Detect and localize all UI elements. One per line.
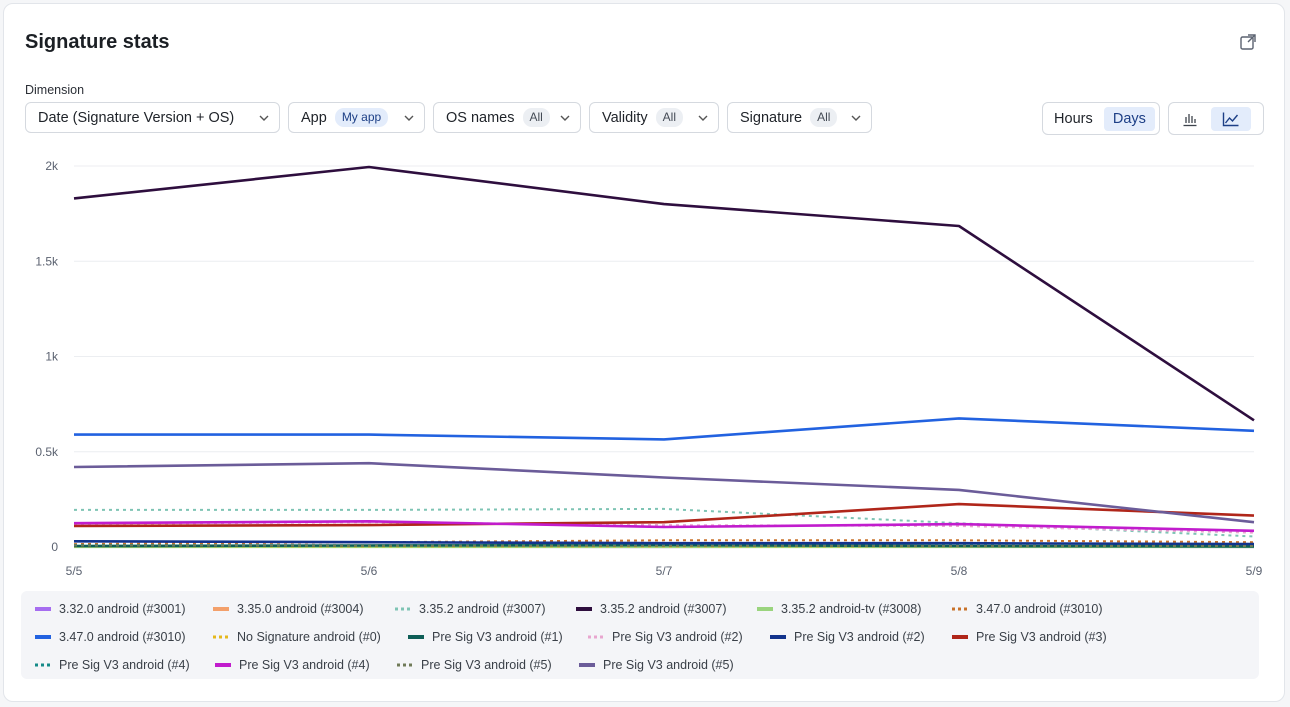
series-line[interactable] bbox=[73, 502, 1255, 528]
legend-swatch bbox=[35, 663, 51, 667]
legend-item[interactable]: 3.32.0 android (#3001) bbox=[35, 601, 185, 617]
legend-item[interactable]: Pre Sig V3 android (#4) bbox=[35, 657, 190, 673]
legend-item[interactable]: 3.47.0 android (#3010) bbox=[952, 601, 1102, 617]
legend-swatch bbox=[579, 663, 595, 667]
legend-label: Pre Sig V3 android (#2) bbox=[794, 630, 925, 644]
signature-stats-card: Signature stats Dimension Date (Signatur… bbox=[3, 3, 1285, 702]
legend-swatch bbox=[588, 635, 604, 639]
legend-swatch bbox=[213, 635, 229, 639]
legend-label: 3.35.2 android (#3007) bbox=[600, 602, 727, 616]
legend-swatch bbox=[35, 607, 51, 611]
legend-swatch bbox=[395, 607, 411, 611]
line-chart: 0 0.5k 1k 1.5k 2k 5/5 5/6 5/7 5/8 5/9 bbox=[35, 159, 1263, 578]
chevron-down-icon bbox=[560, 115, 570, 121]
chevron-down-icon bbox=[259, 115, 269, 121]
hours-button[interactable]: Hours bbox=[1054, 110, 1093, 127]
legend-label: Pre Sig V3 android (#3) bbox=[976, 630, 1107, 644]
chart-legend: 3.32.0 android (#3001) 3.35.0 android (#3… bbox=[21, 591, 1259, 679]
legend-item[interactable]: 3.35.2 android (#3007) bbox=[576, 601, 726, 617]
legend-label: 3.47.0 android (#3010) bbox=[976, 602, 1103, 616]
legend-item[interactable]: 3.35.0 android (#3004) bbox=[213, 601, 363, 617]
dimension-label: Dimension bbox=[25, 83, 85, 97]
legend-item[interactable]: 3.35.2 android (#3007) bbox=[395, 601, 545, 617]
legend-label: 3.35.2 android (#3007) bbox=[419, 602, 546, 616]
granularity-toggle: Hours Days bbox=[1042, 102, 1160, 135]
x-tick-label: 5/9 bbox=[1246, 564, 1263, 578]
page-title: Signature stats bbox=[25, 31, 170, 53]
signature-value-pill: All bbox=[810, 108, 838, 127]
legend-label: Pre Sig V3 android (#2) bbox=[612, 630, 743, 644]
line-chart-icon[interactable] bbox=[1211, 106, 1251, 131]
legend-item[interactable]: Pre Sig V3 android (#5) bbox=[579, 657, 734, 673]
legend-label: No Signature android (#0) bbox=[237, 630, 381, 644]
legend-label: Pre Sig V3 android (#5) bbox=[421, 658, 552, 672]
legend-swatch bbox=[213, 607, 229, 611]
x-tick-label: 5/7 bbox=[656, 564, 673, 578]
legend-label: Pre Sig V3 android (#4) bbox=[59, 658, 190, 672]
dimension-select[interactable]: Date (Signature Version + OS) bbox=[25, 102, 280, 133]
legend-swatch bbox=[952, 607, 968, 611]
y-tick-label: 2k bbox=[45, 159, 59, 173]
app-select[interactable]: App My app bbox=[288, 102, 425, 133]
y-tick-label: 1k bbox=[45, 350, 59, 364]
legend-label: 3.35.0 android (#3004) bbox=[237, 602, 364, 616]
legend-item[interactable]: 3.47.0 android (#3010) bbox=[35, 629, 185, 645]
chevron-down-icon bbox=[404, 115, 414, 121]
x-tick-label: 5/6 bbox=[361, 564, 378, 578]
app-value-pill: My app bbox=[334, 108, 389, 127]
legend-item[interactable]: Pre Sig V3 android (#2) bbox=[588, 629, 743, 645]
legend-label: 3.32.0 android (#3001) bbox=[59, 602, 186, 616]
external-link-icon[interactable] bbox=[1238, 32, 1258, 52]
legend-swatch bbox=[35, 635, 51, 639]
series-line[interactable] bbox=[73, 539, 1255, 546]
legend-label: 3.35.2 android-tv (#3008) bbox=[781, 602, 922, 616]
y-tick-label: 1.5k bbox=[35, 254, 59, 268]
legend-label: Pre Sig V3 android (#1) bbox=[432, 630, 563, 644]
legend-swatch bbox=[408, 635, 424, 639]
legend-swatch bbox=[215, 663, 231, 667]
series-line[interactable] bbox=[73, 165, 1255, 422]
series-line[interactable] bbox=[74, 544, 1255, 547]
legend-swatch bbox=[770, 635, 786, 639]
legend-label: Pre Sig V3 android (#4) bbox=[239, 658, 370, 672]
x-tick-label: 5/8 bbox=[951, 564, 968, 578]
validity-label: Validity bbox=[602, 109, 648, 126]
signature-select[interactable]: Signature All bbox=[727, 102, 872, 133]
legend-swatch bbox=[397, 663, 413, 667]
os-names-select[interactable]: OS names All bbox=[433, 102, 581, 133]
bar-chart-icon[interactable] bbox=[1173, 107, 1207, 131]
os-names-label: OS names bbox=[446, 109, 515, 126]
chart-type-toggle bbox=[1168, 102, 1264, 135]
legend-item[interactable]: Pre Sig V3 android (#3) bbox=[952, 629, 1107, 645]
legend-swatch bbox=[952, 635, 968, 639]
legend-swatch bbox=[576, 607, 592, 611]
legend-label: Pre Sig V3 android (#5) bbox=[603, 658, 734, 672]
x-tick-label: 5/5 bbox=[66, 564, 83, 578]
legend-item[interactable]: Pre Sig V3 android (#1) bbox=[408, 629, 563, 645]
y-tick-label: 0 bbox=[51, 540, 58, 554]
validity-value-pill: All bbox=[655, 108, 684, 127]
legend-item[interactable]: 3.35.2 android-tv (#3008) bbox=[757, 601, 921, 617]
days-button[interactable]: Days bbox=[1103, 106, 1155, 131]
series-line[interactable] bbox=[74, 507, 1255, 538]
chevron-down-icon bbox=[851, 115, 861, 121]
series-line[interactable] bbox=[73, 461, 1255, 524]
legend-label: 3.47.0 android (#3010) bbox=[59, 630, 186, 644]
os-names-value-pill: All bbox=[522, 108, 550, 127]
legend-item[interactable]: No Signature android (#0) bbox=[213, 629, 381, 645]
series-line[interactable] bbox=[74, 417, 1255, 441]
dimension-value: Date (Signature Version + OS) bbox=[38, 109, 235, 126]
chevron-down-icon bbox=[698, 115, 708, 121]
legend-swatch bbox=[757, 607, 773, 611]
legend-item[interactable]: Pre Sig V3 android (#2) bbox=[770, 629, 925, 645]
y-tick-label: 0.5k bbox=[35, 445, 59, 459]
app-label: App bbox=[301, 109, 327, 126]
signature-label: Signature bbox=[740, 109, 803, 126]
series-line[interactable] bbox=[73, 519, 1255, 533]
legend-item[interactable]: Pre Sig V3 android (#4) bbox=[215, 657, 370, 673]
legend-item[interactable]: Pre Sig V3 android (#5) bbox=[397, 657, 552, 673]
validity-select[interactable]: Validity All bbox=[589, 102, 719, 133]
